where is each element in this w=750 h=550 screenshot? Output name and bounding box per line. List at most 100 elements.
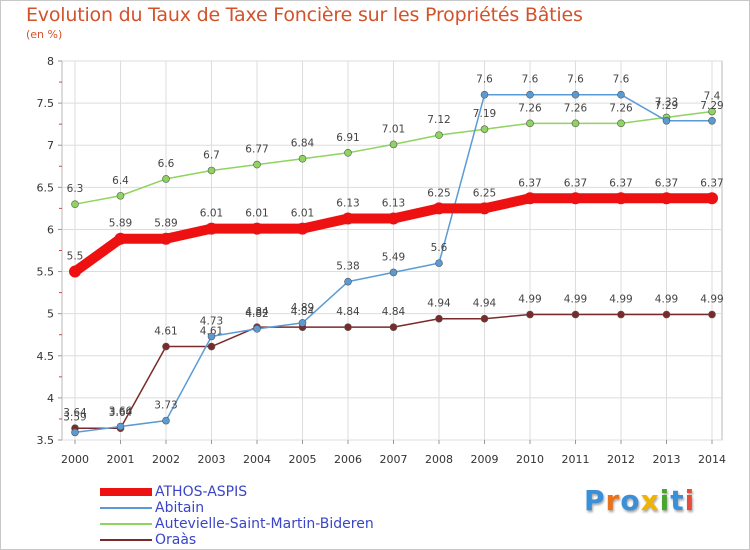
data-label: 4.84 [382, 306, 406, 318]
data-point [162, 175, 170, 183]
data-point [708, 310, 716, 319]
data-label: 6.4 [112, 175, 129, 187]
data-label: 7.29 [655, 100, 678, 112]
data-label: 5.89 [154, 218, 177, 230]
data-point [617, 90, 625, 99]
data-point [389, 268, 398, 277]
y-tick-label: 5.5 [37, 266, 55, 279]
data-point [526, 310, 534, 319]
data-point [571, 119, 580, 128]
data-label: 6.7 [203, 149, 220, 161]
data-label: 4.84 [291, 306, 315, 318]
data-label: 7.33 [655, 96, 678, 108]
data-point [571, 310, 580, 319]
data-label: 7.6 [613, 74, 630, 86]
data-label: 6.25 [473, 187, 496, 199]
data-point [435, 259, 443, 267]
legend-label: Oraàs [155, 532, 197, 548]
data-point [662, 116, 671, 125]
data-label: 4.99 [609, 294, 632, 306]
legend-swatch [100, 539, 152, 541]
x-tick-label: 2003 [198, 453, 226, 466]
legend-swatch [100, 523, 152, 525]
data-label: 5.6 [431, 242, 448, 254]
data-point [435, 131, 443, 139]
data-point [433, 202, 445, 215]
data-point [708, 107, 716, 116]
data-point [524, 192, 536, 205]
data-point [71, 428, 79, 437]
data-label: 6.91 [336, 132, 359, 144]
data-label: 7.6 [476, 74, 493, 86]
data-label: 7.26 [518, 102, 542, 114]
data-label: 5.5 [67, 251, 84, 263]
data-point [344, 277, 352, 286]
x-tick-label: 2001 [107, 453, 135, 466]
data-point [617, 310, 625, 319]
data-label: 7.26 [564, 102, 588, 114]
y-tick-label: 4.5 [37, 350, 55, 363]
data-point [342, 212, 354, 225]
logo-letter: x [640, 484, 660, 517]
legend-label: Abitain [155, 500, 205, 516]
data-point [298, 154, 307, 163]
data-label: 7.6 [567, 74, 584, 86]
y-tick-label: 8 [47, 55, 54, 68]
x-tick-label: 2013 [653, 453, 681, 466]
data-label: 5.38 [336, 261, 359, 273]
legend-label: ATHOS-ASPIS [155, 484, 248, 500]
data-point [116, 422, 125, 431]
data-label: 3.73 [154, 400, 177, 412]
data-point [207, 166, 216, 175]
chart-title: Evolution du Taux de Taxe Foncière sur l… [26, 4, 583, 26]
proxiti-logo: Proxiti [584, 484, 695, 517]
data-point [526, 119, 534, 128]
x-tick-label: 2000 [61, 453, 89, 466]
data-point [615, 192, 627, 205]
data-point [251, 222, 263, 235]
data-point [387, 212, 400, 225]
y-tick-label: 4 [47, 392, 54, 405]
data-label: 4.94 [427, 298, 451, 310]
data-point [708, 116, 716, 125]
data-point [617, 119, 625, 128]
data-label: 4.99 [655, 294, 678, 306]
data-point [662, 310, 671, 319]
data-point [480, 125, 489, 134]
data-point [162, 416, 170, 425]
data-label: 4.99 [564, 294, 587, 306]
x-tick-label: 2008 [425, 453, 453, 466]
data-label: 4.61 [154, 326, 177, 338]
plot-area [61, 60, 723, 441]
data-point [706, 192, 718, 205]
logo-letter: t [670, 484, 685, 517]
x-tick-label: 2004 [243, 453, 271, 466]
data-label: 6.3 [67, 183, 84, 195]
data-label: 6.37 [564, 177, 587, 189]
data-label: 4.84 [245, 306, 269, 318]
legend-swatch [100, 507, 152, 509]
data-point [569, 192, 582, 205]
data-label: 6.01 [200, 208, 223, 220]
data-point [480, 314, 489, 323]
data-point [435, 314, 443, 323]
data-label: 6.37 [609, 177, 632, 189]
data-label: 7.4 [704, 91, 721, 103]
data-label: 7.6 [522, 74, 539, 86]
data-label: 6.13 [382, 197, 405, 209]
data-label: 7.12 [427, 114, 450, 126]
data-point [389, 323, 398, 331]
legend-label: Autevielle-Saint-Martin-Bideren [155, 516, 374, 532]
data-label: 6.84 [291, 138, 315, 150]
data-label: 4.73 [200, 315, 223, 327]
logo-letter: o [620, 484, 641, 517]
data-point [571, 90, 580, 99]
data-label: 6.37 [700, 177, 723, 189]
data-point [298, 319, 307, 327]
data-point [69, 265, 81, 278]
legend-swatch [100, 488, 152, 496]
data-label: 5.49 [382, 251, 405, 263]
data-point [253, 325, 261, 333]
data-label: 6.6 [158, 158, 175, 170]
